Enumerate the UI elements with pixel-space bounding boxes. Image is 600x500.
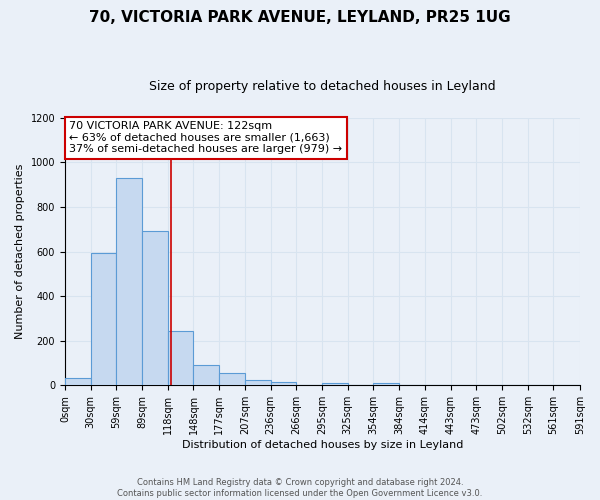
Bar — [168, 330, 193, 386]
Text: 70 VICTORIA PARK AVENUE: 122sqm
← 63% of detached houses are smaller (1,663)
37%: 70 VICTORIA PARK AVENUE: 122sqm ← 63% of… — [69, 121, 343, 154]
Bar — [142, 232, 168, 386]
Bar — [219, 372, 245, 386]
Text: Contains HM Land Registry data © Crown copyright and database right 2024.
Contai: Contains HM Land Registry data © Crown c… — [118, 478, 482, 498]
Bar — [245, 380, 271, 386]
Bar — [322, 382, 348, 386]
Bar — [373, 382, 399, 386]
Bar — [116, 178, 142, 386]
Title: Size of property relative to detached houses in Leyland: Size of property relative to detached ho… — [149, 80, 496, 93]
Bar — [271, 382, 296, 386]
Bar — [65, 378, 91, 386]
Y-axis label: Number of detached properties: Number of detached properties — [15, 164, 25, 339]
X-axis label: Distribution of detached houses by size in Leyland: Distribution of detached houses by size … — [182, 440, 463, 450]
Text: 70, VICTORIA PARK AVENUE, LEYLAND, PR25 1UG: 70, VICTORIA PARK AVENUE, LEYLAND, PR25 … — [89, 10, 511, 25]
Bar — [193, 366, 219, 386]
Bar — [91, 252, 116, 386]
